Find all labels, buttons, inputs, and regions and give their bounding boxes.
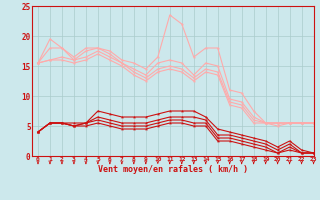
X-axis label: Vent moyen/en rafales ( km/h ): Vent moyen/en rafales ( km/h ) xyxy=(98,165,248,174)
